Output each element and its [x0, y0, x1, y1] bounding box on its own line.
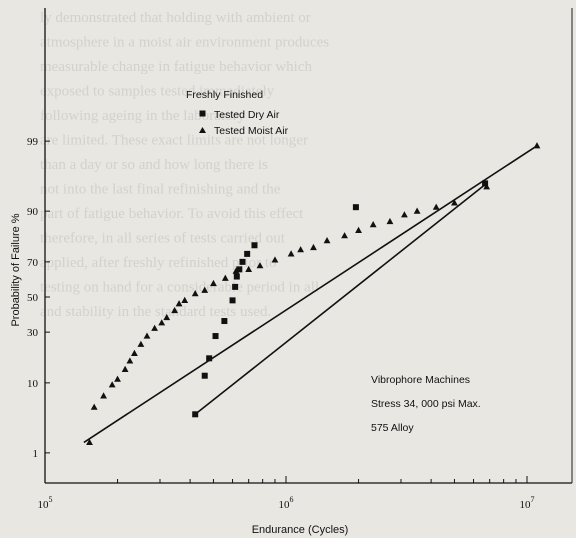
legend-marker-triangle: [199, 127, 206, 133]
moist-air-point: [210, 279, 217, 287]
legend-marker-square: [199, 110, 206, 117]
dry-air-point: [233, 273, 240, 280]
moist-air-point: [201, 286, 209, 293]
annotation-block: Vibrophore Machines Stress 34, 000 psi M…: [371, 374, 481, 434]
dry-air-point: [201, 372, 208, 379]
moist-air-point: [287, 250, 295, 257]
moist-air-point: [114, 375, 121, 382]
annotation-machine: Vibrophore Machines: [371, 374, 470, 386]
moist-air-point: [90, 403, 98, 410]
moist-air-point: [181, 296, 189, 303]
background-page-text: ly demonstrated that holding with ambien…: [40, 10, 329, 320]
plot-frame: [44, 8, 573, 484]
moist-air-point: [341, 232, 348, 239]
x-axis-label: Endurance (Cycles): [252, 524, 349, 536]
moist-air-point: [413, 207, 421, 214]
moist-air-point: [245, 265, 253, 272]
background-text-line: part of fatigue behavior. To avoid this …: [40, 206, 304, 222]
background-text-line: measurable change in fatigue behavior wh…: [40, 59, 312, 75]
annotation-alloy: 575 Alloy: [371, 422, 414, 434]
moist-air-point: [121, 365, 129, 372]
dry-air-point: [229, 297, 236, 304]
y-axis-label: Probability of Failure %: [10, 213, 22, 326]
background-text-line: than a day or so and how long there is: [40, 157, 268, 173]
legend: Freshly Finished Tested Dry Air Tested M…: [186, 89, 289, 137]
background-text-line: following ageing in the laboratory: [40, 108, 245, 124]
dry-air-point: [482, 180, 489, 187]
dry-air-point: [352, 204, 359, 211]
x-axis-ticks: 105 106 107: [38, 476, 535, 511]
moist-air-point: [297, 246, 305, 253]
x-tick-label: 105: [38, 495, 53, 511]
dry-air-point: [212, 333, 219, 340]
moist-air-point: [386, 217, 394, 225]
background-text-line: not into the last final refinishing and …: [40, 182, 281, 198]
moist-air-point: [451, 199, 458, 206]
moist-air-point: [221, 274, 229, 281]
annotation-stress: Stress 34, 000 psi Max.: [371, 398, 481, 410]
background-text-line: ly demonstrated that holding with ambien…: [40, 10, 311, 26]
y-tick-label: 1: [33, 448, 39, 460]
moist-air-point: [143, 332, 151, 339]
dry-air-point: [192, 411, 199, 418]
legend-entry-dry-air: Tested Dry Air: [214, 109, 280, 121]
moist-air-point: [432, 203, 440, 210]
background-text-line: therefore, in all series of tests carrie…: [40, 231, 286, 247]
moist-air-point: [137, 340, 145, 347]
dry-air-point: [232, 283, 239, 290]
moist-air-point: [175, 300, 183, 307]
moist-air-point: [369, 221, 377, 228]
dry-air-point: [206, 355, 213, 362]
background-text-line: exposed to samples tested immediately: [40, 84, 275, 100]
y-axis-ticks: 1 10 30 50 70 90 99: [27, 136, 50, 460]
moist-air-point: [355, 226, 362, 233]
y-tick-label: 10: [27, 378, 39, 390]
y-tick-label: 99: [27, 136, 39, 148]
dry-air-point: [221, 318, 228, 325]
moist-air-point: [171, 306, 179, 314]
y-tick-label: 70: [27, 257, 39, 269]
data-markers: [86, 142, 541, 445]
background-text-line: applied, after freshly refinished prior …: [40, 255, 277, 271]
moist-air-point: [191, 290, 199, 297]
legend-title: Freshly Finished: [186, 89, 263, 101]
y-tick-label: 30: [27, 327, 39, 339]
moist-air-point: [151, 324, 159, 331]
moist-air-point: [401, 211, 408, 218]
dry-air-point: [251, 242, 258, 249]
fit-line-moist-air: [83, 145, 538, 444]
moist-air-point: [533, 142, 541, 149]
legend-entry-moist-air: Tested Moist Air: [214, 125, 289, 137]
background-text-line: atmosphere in a moist air environment pr…: [40, 35, 329, 51]
background-text-line: testing on hand for a considerable perio…: [40, 280, 319, 296]
x-tick-label: 107: [520, 495, 535, 511]
moist-air-point: [108, 381, 116, 388]
moist-air-point: [256, 262, 264, 269]
dry-air-point: [236, 266, 243, 273]
moist-air-point: [131, 349, 138, 356]
y-tick-label: 50: [27, 292, 39, 304]
moist-air-point: [323, 237, 331, 244]
moist-air-point: [232, 267, 240, 274]
fit-line-dry-air: [194, 182, 488, 415]
moist-air-point: [163, 313, 171, 321]
moist-air-point: [100, 392, 107, 399]
x-tick-label: 106: [279, 495, 294, 511]
moist-air-point: [126, 357, 134, 364]
moist-air-point: [158, 319, 166, 326]
dry-air-point: [239, 258, 246, 265]
moist-air-point: [310, 243, 317, 251]
dry-air-point: [244, 250, 251, 257]
moist-air-point: [86, 438, 93, 445]
y-tick-label: 90: [27, 206, 39, 218]
moist-air-point: [483, 183, 491, 190]
background-text-line: are limited. These exact limits are not …: [40, 133, 308, 149]
moist-air-point: [271, 256, 279, 263]
fit-lines: [83, 145, 538, 444]
background-text-line: and stability in the standard tests used…: [40, 304, 271, 320]
